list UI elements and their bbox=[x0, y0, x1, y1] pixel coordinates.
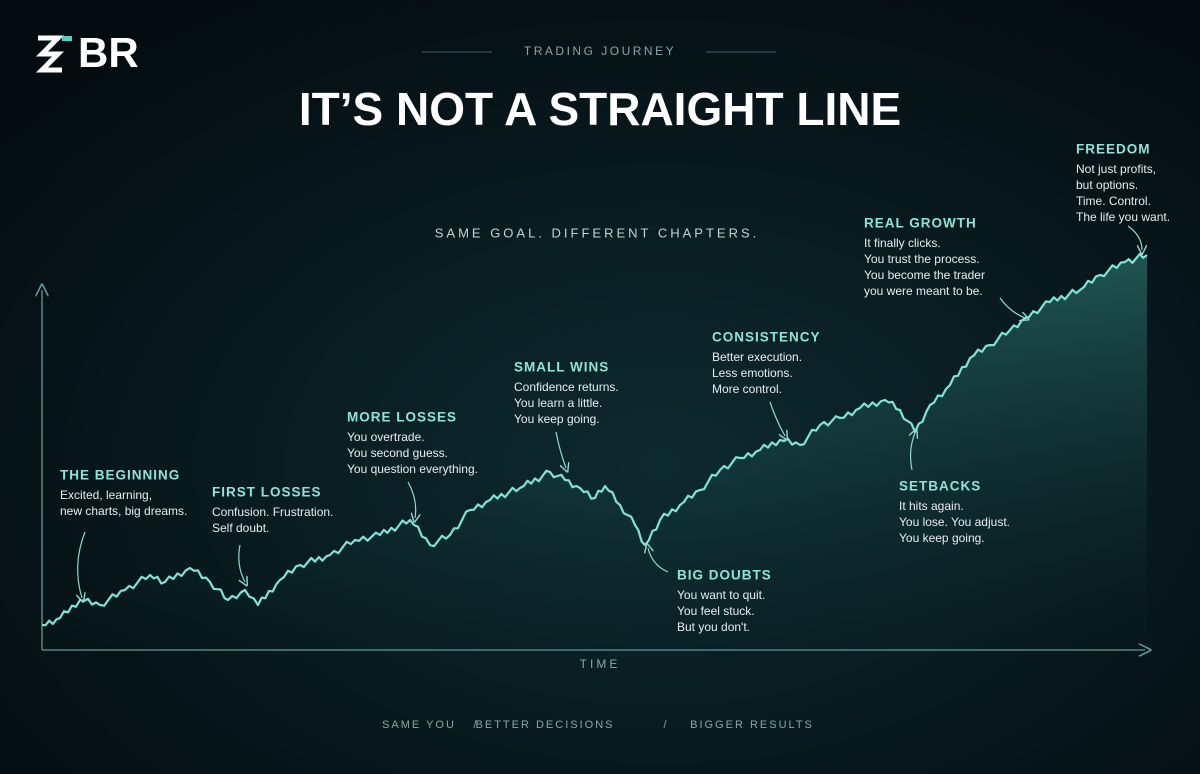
milestone-text: Confidence returns. bbox=[514, 380, 619, 394]
subtitle: SAME GOAL. DIFFERENT CHAPTERS. bbox=[435, 225, 760, 240]
milestone-arrow bbox=[911, 433, 915, 471]
footer-separator: / bbox=[473, 719, 477, 731]
milestone-title: CONSISTENCY bbox=[712, 330, 821, 345]
journey-line bbox=[41, 253, 1148, 627]
milestone-text: You want to quit. bbox=[677, 588, 765, 602]
milestone: REAL GROWTH It finally clicks. You trust t… bbox=[864, 216, 1025, 318]
footer-item: BIGGER RESULTS bbox=[690, 719, 814, 731]
milestone-text: It finally clicks. bbox=[864, 236, 941, 250]
milestone-title: MORE LOSSES bbox=[347, 410, 457, 425]
milestone-text: you were meant to be. bbox=[864, 284, 983, 298]
milestone-arrow bbox=[78, 531, 85, 598]
milestone-text: You become the trader bbox=[864, 268, 985, 282]
milestone-arrow bbox=[407, 481, 416, 518]
milestone-text: Better execution. bbox=[712, 350, 802, 364]
milestone-arrow bbox=[769, 401, 785, 436]
milestone-title: THE BEGINNING bbox=[60, 468, 180, 483]
journey-line-group bbox=[41, 253, 1148, 650]
milestone-text: You second guess. bbox=[347, 446, 448, 460]
milestone: FIRST LOSSES Confusion. Frustration. Self … bbox=[212, 485, 333, 582]
milestone-title: FREEDOM bbox=[1076, 142, 1151, 157]
milestone-text: You trust the process. bbox=[864, 252, 980, 266]
milestone-title: REAL GROWTH bbox=[864, 216, 977, 231]
milestone: SMALL WINS Confidence returns. You learn a… bbox=[514, 360, 619, 468]
milestone-text: Confusion. Frustration. bbox=[212, 505, 333, 519]
milestone: CONSISTENCY Better execution. Less emotion… bbox=[712, 330, 821, 436]
logo: BR bbox=[35, 29, 139, 76]
logo-text: BR bbox=[78, 29, 139, 76]
milestone: MORE LOSSES You overtrade. You second gues… bbox=[347, 410, 478, 518]
milestone-text: It hits again. bbox=[899, 499, 964, 513]
journey-area bbox=[42, 254, 1147, 650]
milestone-arrow bbox=[648, 548, 669, 573]
milestone-text: More control. bbox=[712, 382, 782, 396]
milestone-text: The life you want. bbox=[1076, 210, 1170, 224]
milestone-text: Less emotions. bbox=[712, 366, 793, 380]
footer-item: BETTER DECISIONS bbox=[476, 719, 615, 731]
kicker: TRADING JOURNEY bbox=[524, 44, 676, 58]
title: IT’S NOT A STRAIGHT LINE bbox=[299, 83, 901, 135]
milestones: THE BEGINNING Excited, learning, new chart… bbox=[60, 142, 1170, 635]
milestone-text: but options. bbox=[1076, 178, 1138, 192]
milestone-text: Not just profits, bbox=[1076, 162, 1156, 176]
milestone-title: SMALL WINS bbox=[514, 360, 609, 375]
milestone-text: You lose. You adjust. bbox=[899, 515, 1010, 529]
milestone: THE BEGINNING Excited, learning, new chart… bbox=[60, 468, 187, 598]
milestone-title: SETBACKS bbox=[899, 479, 981, 494]
milestone-arrow bbox=[999, 297, 1025, 318]
milestone-text: You question everything. bbox=[347, 462, 478, 476]
milestone-text: new charts, big dreams. bbox=[60, 504, 187, 518]
milestone-text: But you don't. bbox=[677, 620, 750, 634]
milestone-text: Excited, learning, bbox=[60, 488, 152, 502]
milestone-text: Time. Control. bbox=[1076, 194, 1151, 208]
footer-separator: / bbox=[663, 719, 667, 731]
x-axis-label: TIME bbox=[580, 657, 621, 671]
footer: SAME YOU/BETTER DECISIONS / BIGGER RESULTS bbox=[382, 719, 814, 731]
milestone: SETBACKS It hits again. You lose. You adju… bbox=[899, 433, 1010, 545]
milestone-text: You keep going. bbox=[899, 531, 985, 545]
milestone-text: You overtrade. bbox=[347, 430, 425, 444]
milestone-arrow bbox=[1127, 225, 1142, 250]
milestone-text: You keep going. bbox=[514, 412, 600, 426]
logo-accent bbox=[62, 36, 72, 41]
milestone-text: You feel stuck. bbox=[677, 604, 755, 618]
milestone: BIG DOUBTS You want to quit. You feel stuc… bbox=[648, 548, 772, 634]
milestone-title: BIG DOUBTS bbox=[677, 568, 772, 583]
milestone-arrow bbox=[555, 431, 566, 468]
footer-item: SAME YOU bbox=[382, 719, 456, 731]
milestone-title: FIRST LOSSES bbox=[212, 485, 322, 500]
milestone-arrow bbox=[238, 544, 245, 582]
milestone: FREEDOM Not just profits, but options. Time… bbox=[1076, 142, 1170, 250]
logo-icon bbox=[35, 35, 65, 73]
milestone-text: Self doubt. bbox=[212, 521, 269, 535]
milestone-text: You learn a little. bbox=[514, 396, 602, 410]
